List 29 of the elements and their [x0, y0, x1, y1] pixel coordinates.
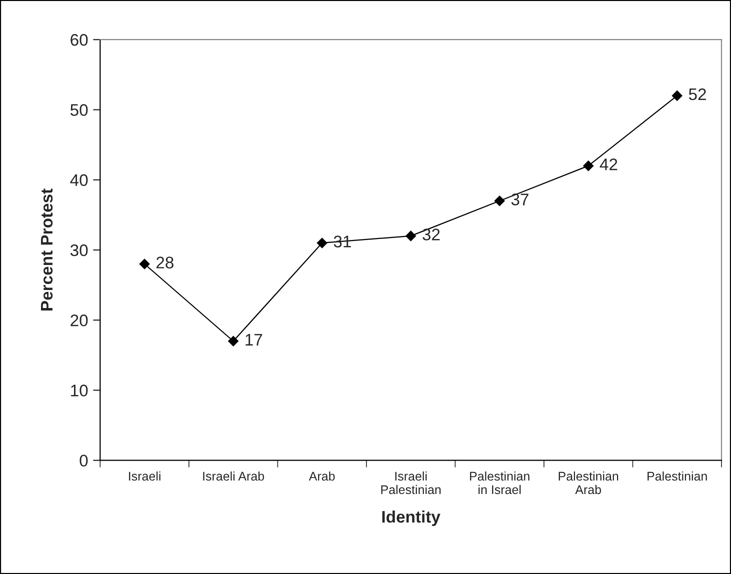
x-tick-label: Israeli Arab	[203, 471, 264, 481]
x-axis-title: Identity	[382, 510, 440, 526]
x-tick-label: Arab	[308, 471, 335, 481]
y-tick-label: 40	[70, 174, 88, 186]
data-label: 32	[422, 228, 440, 240]
data-label: 42	[600, 158, 618, 170]
y-tick-label: 50	[70, 104, 88, 116]
y-tick-label: 10	[71, 384, 88, 396]
data-label: 28	[156, 256, 174, 268]
point	[316, 238, 328, 248]
y-tick-label: 30	[70, 244, 88, 256]
x-tick-label: Palestinian	[648, 471, 707, 481]
data-label: 37	[511, 194, 528, 206]
point	[406, 230, 416, 242]
y-axis-title: Percent Protest	[40, 188, 53, 310]
x-tick-label: Israeli	[129, 471, 160, 481]
point	[139, 258, 150, 270]
data-label: 17	[246, 334, 262, 346]
y-tick-label: 0	[80, 454, 88, 467]
point	[672, 90, 682, 101]
point	[228, 336, 238, 346]
x-tick-label: Palestinian Arab	[558, 471, 618, 494]
x-tick-label: Israeli Palestinian	[381, 471, 441, 494]
point	[583, 160, 594, 171]
y-tick-label: 60	[70, 34, 88, 46]
x-tick-label: Palestinian in Israel	[470, 471, 530, 494]
data-label: 52	[688, 88, 706, 100]
y-tick-label: 20	[70, 314, 88, 326]
point	[494, 196, 505, 206]
